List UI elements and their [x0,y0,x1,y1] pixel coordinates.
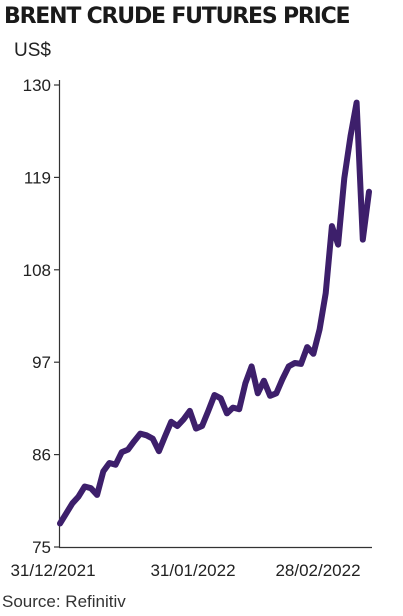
x-tick-label: 31/01/2022 [150,561,235,580]
y-tick-label: 130 [23,76,51,95]
price-series-line [57,99,372,527]
source-note: Source: Refinitiv [2,592,126,611]
y-tick-label: 97 [32,353,51,372]
y-tick-label: 119 [24,168,51,187]
x-tick-label: 28/02/2022 [275,561,360,580]
y-tick-label: 108 [23,261,51,280]
y-tick-label: 75 [32,538,51,557]
y-tick-label: 86 [32,446,51,465]
y-axis-unit-label: US$ [14,40,51,61]
chart-title: BRENT CRUDE FUTURES PRICE [4,4,351,29]
x-tick-label: 31/12/2021 [10,561,95,580]
